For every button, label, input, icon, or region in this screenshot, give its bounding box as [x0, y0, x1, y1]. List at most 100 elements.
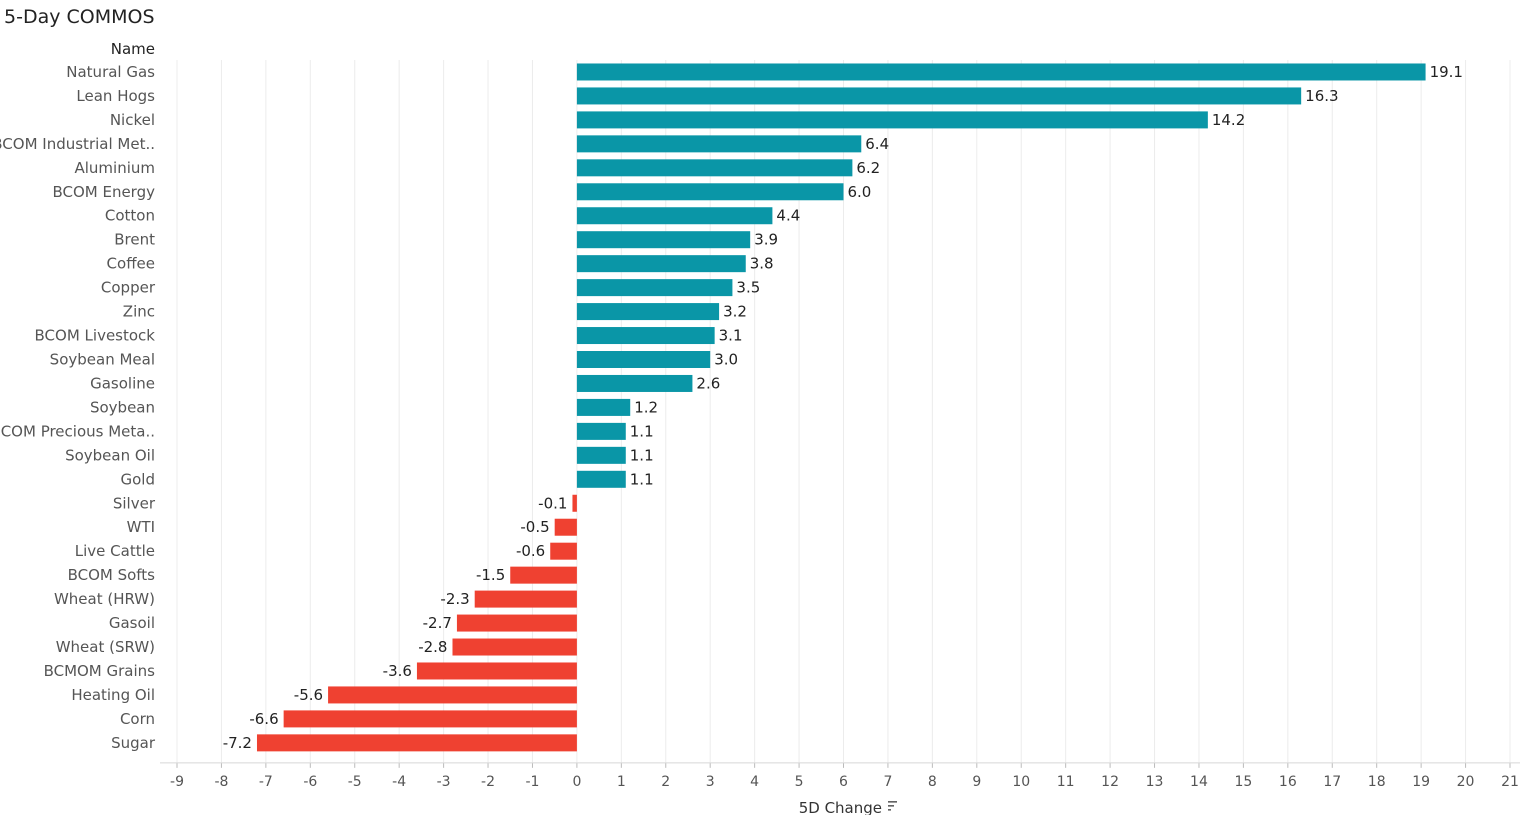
x-tick-label: 11 [1057, 774, 1075, 790]
bar[interactable] [452, 638, 577, 656]
category-label: BCOM Softs [68, 566, 156, 584]
name-column-header[interactable]: Name [110, 40, 155, 58]
value-label: 3.0 [714, 351, 738, 369]
category-label: BCOM Industrial Met.. [0, 135, 155, 153]
x-tick-label: -3 [437, 774, 451, 790]
x-tick-label: 4 [750, 774, 759, 790]
category-label: Sugar [111, 734, 156, 752]
value-label: -7.2 [223, 734, 252, 752]
value-label: 3.5 [736, 279, 760, 297]
category-label: Wheat (HRW) [54, 590, 155, 608]
value-label: 2.6 [696, 374, 720, 392]
bar[interactable] [576, 374, 693, 392]
bar[interactable] [554, 518, 577, 536]
value-label: 6.4 [865, 135, 889, 153]
category-label: Gasoline [90, 374, 155, 392]
category-label: BCOM Precious Meta.. [0, 422, 155, 440]
value-label: -3.6 [383, 662, 412, 680]
bar[interactable] [576, 446, 626, 464]
x-tick-label: 18 [1368, 774, 1386, 790]
category-label: Natural Gas [66, 63, 155, 81]
value-label: 6.2 [856, 159, 880, 177]
x-tick-label: 12 [1101, 774, 1119, 790]
category-label: Aluminium [74, 159, 155, 177]
bar[interactable] [416, 662, 577, 680]
x-tick-label: 6 [839, 774, 848, 790]
value-label: 6.0 [848, 183, 872, 201]
category-label: Brent [114, 231, 155, 249]
bar[interactable] [510, 566, 577, 584]
x-axis-title[interactable]: 5D Change [799, 799, 882, 815]
category-label: Wheat (SRW) [56, 638, 155, 656]
value-label: 19.1 [1430, 63, 1463, 81]
value-label: 1.1 [630, 422, 654, 440]
bar[interactable] [576, 111, 1208, 129]
value-labels: 19.1 16.3 14.2 6.4 6.2 6.0 4.4 3.9 3.8 3.5 3.2 3.1 3… [223, 63, 1463, 752]
bars [256, 63, 1426, 752]
category-label: BCMOM Grains [44, 662, 156, 680]
category-label: Gasoil [109, 614, 155, 632]
category-label: Corn [120, 710, 155, 728]
value-label: -0.5 [520, 518, 549, 536]
x-tick-label: 8 [928, 774, 937, 790]
category-label: Soybean [90, 398, 155, 416]
bar[interactable] [576, 398, 631, 416]
category-label: WTI [127, 518, 155, 536]
x-tick-label: -1 [525, 774, 539, 790]
bar[interactable] [576, 303, 720, 321]
bar[interactable] [328, 686, 577, 704]
x-tick-label: 15 [1234, 774, 1252, 790]
bar[interactable] [576, 207, 773, 225]
bar[interactable] [256, 734, 577, 752]
value-label: 3.1 [719, 327, 743, 345]
x-tick-label: 17 [1323, 774, 1341, 790]
x-tick-label: 20 [1457, 774, 1475, 790]
category-label: Live Cattle [75, 542, 155, 560]
x-tick-label: -7 [259, 774, 273, 790]
x-tick-label: 9 [972, 774, 981, 790]
value-label: -6.6 [249, 710, 278, 728]
category-label: Coffee [107, 255, 155, 273]
bar[interactable] [576, 470, 626, 488]
x-tick-label: 2 [661, 774, 670, 790]
x-tick-label: -9 [170, 774, 184, 790]
bar[interactable] [576, 183, 844, 201]
bar[interactable] [576, 327, 715, 345]
x-tick-label: 14 [1190, 774, 1208, 790]
value-label: -2.8 [418, 638, 447, 656]
value-label: -0.1 [538, 494, 567, 512]
x-tick-label: 3 [706, 774, 715, 790]
x-tick-label: 21 [1501, 774, 1519, 790]
sort-icon[interactable] [888, 801, 897, 811]
category-label: Cotton [105, 207, 155, 225]
bar[interactable] [576, 231, 751, 249]
value-label: 14.2 [1212, 111, 1245, 129]
category-label: Zinc [123, 303, 155, 321]
bar[interactable] [576, 159, 853, 177]
chart-title: 5-Day COMMOS [4, 6, 155, 28]
bar[interactable] [576, 135, 862, 153]
value-label: 1.1 [630, 470, 654, 488]
x-tick-label: -2 [481, 774, 495, 790]
category-label: Silver [113, 494, 156, 512]
value-label: 3.8 [750, 255, 774, 273]
bar[interactable] [456, 614, 577, 632]
bar[interactable] [576, 63, 1426, 81]
bar[interactable] [283, 710, 577, 728]
bar[interactable] [576, 422, 626, 440]
bar[interactable] [576, 255, 746, 273]
x-tick-label: 1 [617, 774, 626, 790]
bar[interactable] [572, 494, 577, 512]
value-label: 1.1 [630, 446, 654, 464]
x-tick-label: 5 [795, 774, 804, 790]
bar[interactable] [576, 87, 1302, 105]
category-label: Soybean Meal [50, 351, 155, 369]
bar[interactable] [576, 351, 711, 368]
bar[interactable] [576, 279, 733, 297]
x-axis: 5D Change [799, 799, 897, 815]
category-label: Heating Oil [71, 686, 155, 704]
bar[interactable] [550, 542, 577, 560]
bar[interactable] [474, 590, 577, 608]
value-label: 4.4 [776, 207, 800, 225]
